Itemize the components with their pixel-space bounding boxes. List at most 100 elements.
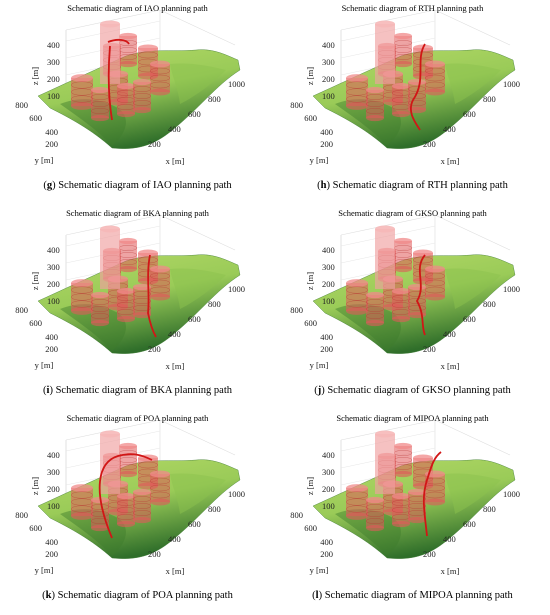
z-tick-label: 400 — [322, 245, 335, 255]
tall-obstacle-cylinder — [375, 24, 395, 84]
x-tick-label: 1000 — [503, 284, 520, 294]
panel-i: 100 200 300 400 200 400 600 800 200 400 600 800 1000… — [0, 205, 275, 410]
x-tick-label: 600 — [463, 109, 476, 119]
z-axis-label: z [m] — [30, 67, 40, 85]
planned-path — [415, 254, 426, 336]
z-tick-label: 100 — [322, 296, 335, 306]
y-tick-label: 400 — [320, 537, 333, 547]
obstacle-cylinder — [132, 283, 152, 319]
x-tick-label: 800 — [483, 299, 496, 309]
obstacle-cylinder — [365, 291, 385, 327]
panel-tag: i — [46, 385, 50, 396]
panel-caption: (g) Schematic diagram of IAO planning pa… — [43, 180, 232, 191]
y-tick-label: 400 — [45, 537, 58, 547]
planned-path — [409, 43, 426, 131]
tall-obstacle-cylinder — [100, 229, 120, 289]
z-tick-label: 100 — [322, 91, 335, 101]
y-tick-label: 600 — [29, 523, 42, 533]
panel-caption-text: Schematic diagram of IAO planning path — [58, 180, 232, 191]
y-tick-label: 800 — [15, 510, 28, 520]
plot-title: Schematic diagram of IAO planning path — [67, 3, 208, 13]
tall-obstacle-cylinder — [375, 229, 395, 289]
x-tick-label: 200 — [148, 139, 161, 149]
tall-obstacle-cylinder — [100, 434, 120, 494]
plot-title: Schematic diagram of GKSO planning path — [338, 208, 487, 218]
y-axis-label: y [m] — [35, 565, 54, 575]
panel-k: 100 200 300 400 200 400 600 800 200 400 600 800 1000… — [0, 410, 275, 615]
panel-caption-text: Schematic diagram of RTH planning path — [332, 180, 508, 191]
z-tick-label: 300 — [47, 467, 60, 477]
x-tick-label: 600 — [463, 519, 476, 529]
obstacle-cylinder — [346, 484, 368, 520]
y-tick-label: 400 — [45, 332, 58, 342]
panel-caption: (h) Schematic diagram of RTH planning pa… — [317, 180, 508, 191]
x-tick-label: 1000 — [228, 79, 245, 89]
y-tick-label: 800 — [15, 100, 28, 110]
z-axis-label: z [m] — [30, 477, 40, 495]
y-tick-label: 400 — [320, 332, 333, 342]
panel-g: 100 200 300 400 200 400 600 800 200 400 600 800 1000… — [0, 0, 275, 205]
x-tick-label: 200 — [423, 139, 436, 149]
plot-title: Schematic diagram of RTH planning path — [341, 3, 484, 13]
obstacle-cylinder — [132, 488, 152, 524]
z-tick-label: 200 — [47, 484, 60, 494]
y-tick-label: 200 — [45, 139, 58, 149]
obstacle-cylinder — [407, 488, 427, 524]
y-tick-label: 600 — [29, 318, 42, 328]
x-tick-label: 1000 — [503, 489, 520, 499]
x-tick-label: 600 — [463, 314, 476, 324]
obstacle-cylinder — [365, 496, 385, 532]
obstacle-cylinder — [424, 265, 445, 301]
z-axis-label: z [m] — [305, 477, 315, 495]
x-tick-label: 600 — [188, 314, 201, 324]
obstacle-cylinder — [424, 60, 445, 96]
obstacle-cylinder — [116, 287, 136, 323]
obstacle-cylinder — [393, 237, 413, 273]
y-tick-label: 600 — [29, 113, 42, 123]
y-tick-label: 800 — [15, 305, 28, 315]
z-tick-label: 300 — [47, 57, 60, 67]
panel-l: 100 200 300 400 200 400 600 800 200 400 600 800 1000… — [275, 410, 550, 615]
planned-path — [147, 254, 157, 338]
obstacle-cylinder — [346, 279, 368, 315]
panel-caption-text: Schematic diagram of BKA planning path — [55, 385, 232, 396]
obstacle-cylinder — [393, 442, 413, 478]
x-tick-label: 400 — [168, 329, 181, 339]
y-tick-label: 400 — [45, 127, 58, 137]
x-tick-label: 1000 — [228, 489, 245, 499]
obstacle-cylinder — [71, 484, 93, 520]
plot-title: Schematic diagram of POA planning path — [66, 413, 209, 423]
panel-caption: (j) Schematic diagram of GKSO planning p… — [314, 385, 511, 396]
z-tick-label: 200 — [322, 279, 335, 289]
x-tick-label: 1000 — [228, 284, 245, 294]
z-tick-label: 100 — [47, 501, 60, 511]
x-tick-label: 200 — [423, 549, 436, 559]
y-axis-label: y [m] — [310, 565, 329, 575]
obstacle-cylinder — [149, 60, 170, 96]
panel-caption-text: Schematic diagram of POA planning path — [57, 590, 233, 601]
z-tick-label: 100 — [47, 296, 60, 306]
panel-tag: l — [315, 590, 319, 601]
y-axis-label: y [m] — [35, 360, 54, 370]
x-tick-label: 600 — [188, 109, 201, 119]
obstacle-cylinder — [116, 492, 136, 528]
x-tick-label: 400 — [168, 534, 181, 544]
obstacle-cylinder — [71, 74, 93, 110]
z-tick-label: 300 — [322, 467, 335, 477]
y-tick-label: 800 — [290, 305, 303, 315]
obstacle-cylinder — [118, 32, 138, 68]
panel-j: 100 200 300 400 200 400 600 800 200 400 600 800 1000… — [275, 205, 550, 410]
z-tick-label: 200 — [322, 484, 335, 494]
obstacle-cylinder — [90, 86, 110, 122]
x-tick-label: 800 — [208, 94, 221, 104]
y-tick-label: 800 — [290, 100, 303, 110]
x-axis-label: x [m] — [441, 156, 460, 166]
z-tick-label: 400 — [47, 40, 60, 50]
obstacle-cylinder — [132, 78, 152, 114]
z-tick-label: 300 — [322, 57, 335, 67]
x-tick-label: 400 — [168, 124, 181, 134]
z-tick-label: 400 — [47, 245, 60, 255]
x-axis-label: x [m] — [166, 566, 185, 576]
x-tick-label: 200 — [148, 549, 161, 559]
tall-obstacle-cylinder — [375, 434, 395, 494]
